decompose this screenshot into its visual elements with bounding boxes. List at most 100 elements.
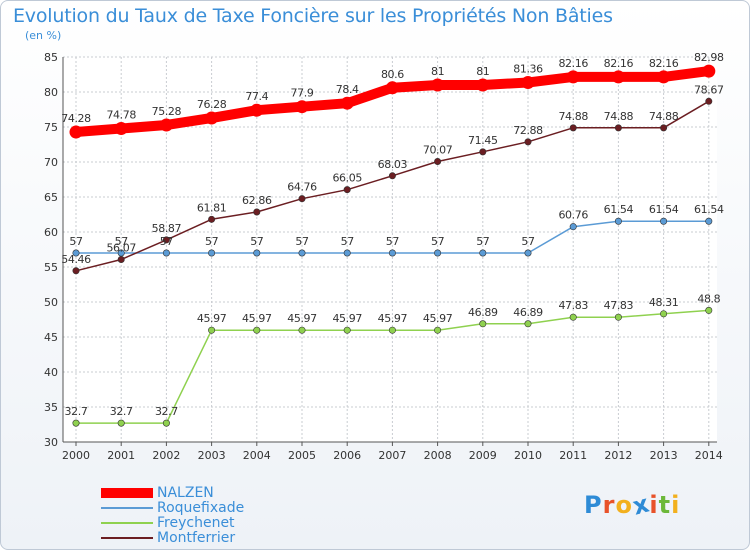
data-point: [208, 249, 216, 257]
data-labels-layer: 74.28 74.78 75.28 76.28 77.4 77.9 78.4 80.6 81 81…: [61, 51, 724, 418]
data-label: 81: [476, 65, 489, 78]
data-point: [705, 97, 713, 105]
data-point: [385, 81, 399, 95]
x-tick-label: 2002: [152, 449, 180, 462]
data-point: [253, 326, 261, 334]
data-label: 45.97: [242, 312, 272, 325]
data-label: 68.03: [378, 158, 408, 171]
data-point: [69, 125, 83, 139]
data-point: [162, 236, 170, 244]
data-point: [298, 249, 306, 257]
data-point: [569, 313, 577, 321]
data-point: [614, 313, 622, 321]
x-tick-label: 2000: [62, 449, 90, 462]
data-label: 81.36: [513, 62, 543, 75]
data-point: [702, 64, 716, 78]
data-label: 48.8: [697, 292, 720, 305]
data-label: 57: [69, 235, 83, 248]
x-tick-label: 2003: [198, 449, 226, 462]
data-point: [479, 320, 487, 328]
legend-label: NALZEN: [157, 485, 214, 501]
data-point: [343, 186, 351, 194]
data-label: 57: [431, 235, 445, 248]
data-point: [388, 249, 396, 257]
legend-label: Freychenet: [157, 515, 235, 531]
data-label: 78.67: [694, 83, 724, 96]
y-tick-label: 65: [44, 191, 58, 204]
data-label: 80.6: [381, 68, 404, 81]
data-point: [253, 208, 261, 216]
data-label: 74.78: [106, 109, 136, 122]
y-tick-label: 40: [44, 366, 58, 379]
x-tick-label: 2005: [288, 449, 316, 462]
data-point: [479, 148, 487, 156]
data-label: 74.28: [61, 112, 91, 125]
data-point: [476, 78, 490, 92]
proxiti-logo: Proxiti: [584, 489, 680, 520]
data-point: [388, 326, 396, 334]
data-point: [434, 249, 442, 257]
data-point: [434, 326, 442, 334]
data-point: [208, 326, 216, 334]
logo-letter: t: [658, 491, 672, 519]
data-label: 72.88: [513, 124, 543, 137]
data-label: 32.7: [110, 405, 133, 418]
y-tick-label: 45: [44, 331, 58, 344]
x-tick-label: 2010: [514, 449, 542, 462]
data-label: 62.86: [242, 194, 272, 207]
data-label: 61.81: [197, 201, 227, 214]
data-label: 70.07: [423, 144, 453, 157]
data-label: 71.45: [468, 134, 498, 147]
x-tick-label: 2014: [695, 449, 723, 462]
x-tick-label: 2013: [650, 449, 678, 462]
data-label: 74.88: [558, 110, 588, 123]
data-label: 32.7: [155, 405, 178, 418]
data-point: [705, 217, 713, 225]
legend-item-freychenet: Freychenet: [101, 515, 235, 531]
data-point: [524, 320, 532, 328]
x-tick-label: 2001: [107, 449, 135, 462]
x-tick-label: 2007: [378, 449, 406, 462]
data-label: 61.54: [694, 203, 724, 216]
data-point: [117, 419, 125, 427]
data-label: 57: [115, 235, 129, 248]
data-label: 81: [431, 65, 444, 78]
legend-item-nalzen: NALZEN: [101, 485, 214, 501]
y-tick-label: 35: [44, 401, 58, 414]
x-tick-label: 2011: [559, 449, 587, 462]
data-point: [298, 326, 306, 334]
data-point: [208, 215, 216, 223]
data-point: [521, 75, 535, 89]
legend-swatch: [101, 522, 153, 524]
data-point: [614, 217, 622, 225]
axes: 30 35 40 45 50 55 60 65 70 75 80 85 2000 2001 2002 2003…: [44, 51, 723, 462]
chart-title: Evolution du Taux de Taxe Foncière sur l…: [13, 5, 613, 27]
chart-unit-label: (en %): [25, 29, 62, 42]
data-label: 48.31: [649, 296, 679, 309]
data-label: 57: [205, 235, 219, 248]
legend-item-roquefixade: Roquefixade: [101, 500, 244, 516]
data-point: [388, 172, 396, 180]
data-point: [657, 70, 671, 84]
data-label: 45.97: [287, 312, 317, 325]
data-point: [524, 249, 532, 257]
data-point: [431, 78, 445, 92]
data-point: [205, 111, 219, 125]
data-label: 82.16: [558, 57, 588, 70]
data-label: 78.4: [336, 83, 359, 96]
data-point: [343, 249, 351, 257]
data-label: 47.83: [558, 299, 588, 312]
data-label: 54.46: [61, 253, 91, 266]
x-tick-label: 2004: [243, 449, 271, 462]
data-label: 45.97: [423, 312, 453, 325]
data-point: [569, 223, 577, 231]
data-point: [660, 310, 668, 318]
y-tick-label: 55: [44, 261, 58, 274]
data-point: [117, 256, 125, 264]
legend-swatch: [101, 537, 153, 539]
logo-letter: o: [615, 491, 633, 519]
data-label: 82.16: [604, 57, 634, 70]
data-point: [250, 103, 264, 117]
data-label: 57: [295, 235, 309, 248]
